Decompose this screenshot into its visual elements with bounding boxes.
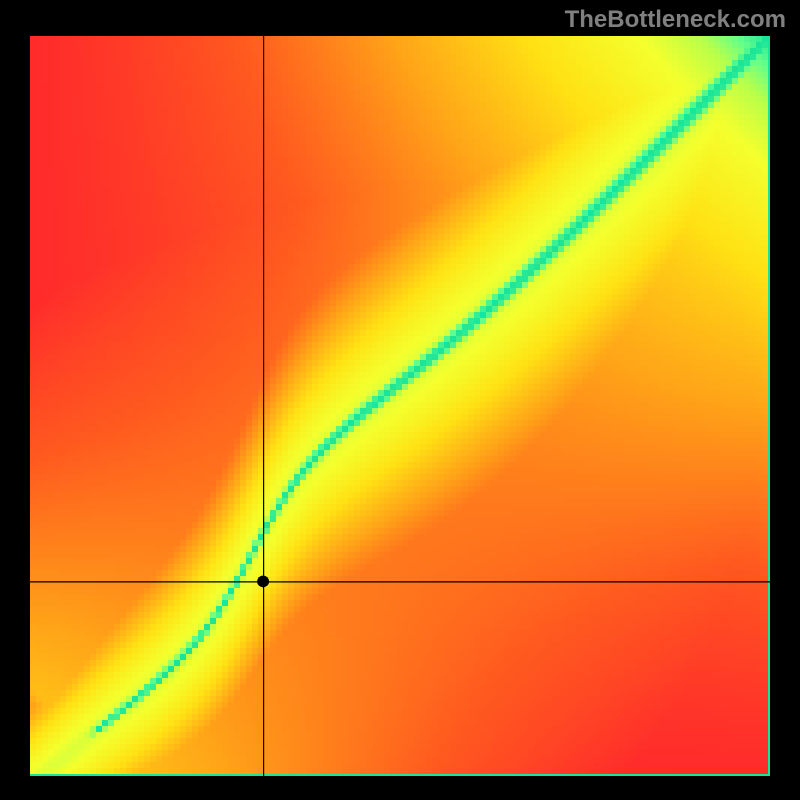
plot-area [30, 36, 770, 776]
chart-container: TheBottleneck.com [0, 0, 800, 800]
watermark-text: TheBottleneck.com [565, 6, 786, 34]
heatmap-canvas [30, 36, 770, 776]
